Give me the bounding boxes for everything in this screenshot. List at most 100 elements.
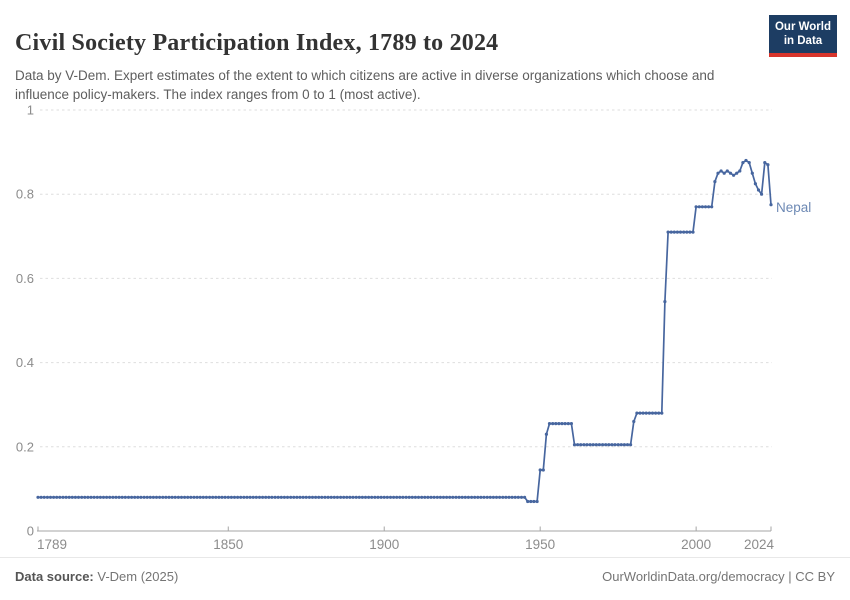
data-point [161,495,165,499]
data-point [766,163,770,167]
data-point [557,422,561,426]
data-point [139,495,143,499]
data-point [354,495,358,499]
data-point [616,443,620,447]
owid-cc-link[interactable]: OurWorldinData.org/democracy | CC BY [602,569,835,584]
y-axis-labels: 0 0.2 0.4 0.6 0.8 1 [16,103,34,539]
data-point [95,495,99,499]
data-point [339,495,343,499]
data-point [295,495,299,499]
x-axis-label: 2024 [744,537,775,552]
x-axis [37,526,772,532]
data-point [728,171,733,175]
data-point [273,495,277,499]
data-point [398,495,402,499]
data-point [179,495,184,499]
data-point [264,495,268,499]
data-point [73,495,77,499]
data-point [310,495,315,499]
data-point [660,411,664,415]
data-point [445,495,449,499]
data-point [130,495,134,499]
data-point [186,495,190,499]
data-point [703,205,708,209]
data-point [416,495,421,499]
data-point [42,495,46,499]
data-point [710,205,714,209]
data-point [285,495,290,499]
data-point [367,495,371,499]
x-axis-label: 1950 [525,537,555,552]
data-point [176,495,180,499]
data-point [61,495,65,499]
data-point [267,495,271,499]
data-point [320,495,324,499]
x-axis-labels: 1789 1850 1900 1950 2000 2024 [37,537,774,552]
data-point [101,495,106,499]
x-axis-label: 1789 [37,537,67,552]
data-point [217,495,221,499]
data-point [610,443,614,447]
owid-logo[interactable]: Our World in Data [769,15,837,57]
data-point [663,300,667,304]
data-point [719,169,723,173]
data-point [370,495,374,499]
data-point [582,443,586,447]
data-point [641,411,645,415]
data-point [547,422,552,426]
data-point [211,495,215,499]
data-point [588,443,592,447]
data-point [735,171,739,175]
data-point [245,495,249,499]
data-point [373,495,377,499]
data-point [560,422,564,426]
data-point [516,495,520,499]
y-axis-label: 0.2 [16,439,34,454]
data-point [145,495,149,499]
data-point [136,495,140,499]
data-point [457,495,461,499]
data-point [532,499,536,504]
data-point [722,171,726,175]
data-point [466,495,470,499]
data-point [501,495,505,499]
data-point [183,495,187,499]
data-point [192,495,196,499]
data-point [535,499,539,504]
data-point [519,495,524,499]
data-point [697,205,701,209]
data-point [675,230,680,234]
data-point [579,443,583,447]
data-point [314,495,318,499]
data-point [647,411,652,415]
data-point [48,495,53,499]
data-point [438,495,442,499]
data-point [357,495,361,499]
data-point [682,230,686,234]
data-point [201,495,205,499]
data-point [756,188,761,192]
data-point [64,495,68,499]
data-point [423,495,427,499]
data-source-value: V-Dem (2025) [93,569,179,584]
data-point [491,495,495,499]
data-point [523,495,527,499]
data-point [694,205,698,209]
data-point [45,495,50,499]
data-point [753,182,758,186]
data-point [36,495,40,499]
data-point [307,495,311,499]
data-source-note: Data source: V-Dem (2025) [15,569,178,584]
data-point [691,230,695,234]
data-point [120,495,124,499]
data-point [279,495,283,499]
data-point [763,161,767,165]
data-point [401,495,405,499]
data-point [108,495,112,499]
data-point [317,495,321,499]
data-point [635,411,639,415]
data-point [236,495,240,499]
data-point [239,495,243,499]
data-point [494,495,499,499]
data-point [538,468,542,472]
